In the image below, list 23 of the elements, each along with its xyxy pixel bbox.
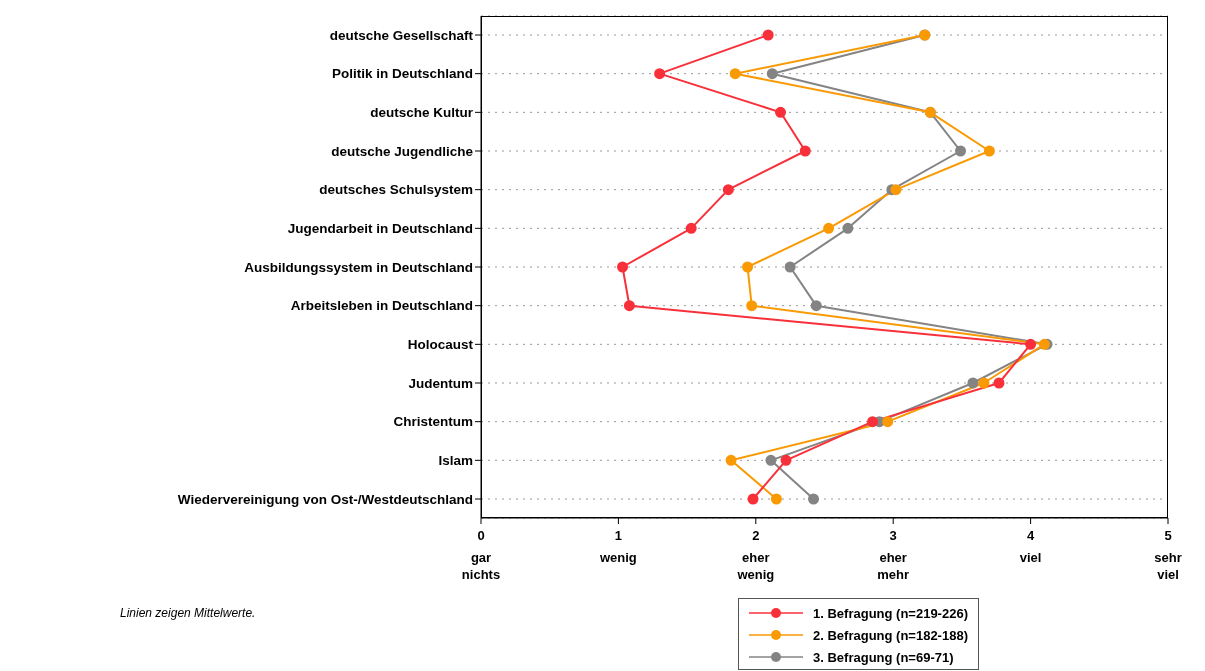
legend-label: 2. Befragung (n=182-188) bbox=[813, 627, 968, 643]
y-tick-label: Judentum bbox=[408, 375, 473, 391]
legend-label: 1. Befragung (n=219-226) bbox=[813, 605, 968, 621]
x-tick-label: 2 eher wenig bbox=[736, 528, 775, 582]
y-tick-label: deutsche Gesellschaft bbox=[329, 27, 474, 43]
x-tick-label: 1 wenig bbox=[598, 528, 637, 565]
y-tick-label: Holocaust bbox=[407, 337, 474, 353]
y-tick-label: Ausbildungssystem in Deutschland bbox=[244, 259, 473, 275]
y-tick-label: Politik in Deutschland bbox=[331, 66, 473, 82]
x-tick-label: 4 viel bbox=[1019, 528, 1042, 565]
text: Linien zeigen Mittelwerte. bbox=[120, 606, 256, 620]
y-tick-label: Christentum bbox=[393, 414, 473, 430]
x-tick-label: 3 eher mehr bbox=[877, 528, 910, 582]
y-tick-label: Wiedervereinigung von Ost-/Westdeutschland bbox=[177, 491, 473, 507]
x-tick-label: 5 sehr viel bbox=[1154, 528, 1182, 582]
y-tick-label: deutsches Schulsystem bbox=[319, 182, 473, 198]
y-tick-label: Arbeitsleben in Deutschland bbox=[290, 298, 473, 314]
y-tick-label: deutsche Kultur bbox=[370, 105, 474, 121]
y-tick-label: Jugendarbeit in Deutschland bbox=[287, 221, 473, 237]
x-tick-label: 0 gar nichts bbox=[461, 528, 501, 582]
y-tick-label: Islam bbox=[438, 453, 473, 469]
legend-label: 3. Befragung (n=69-71) bbox=[813, 649, 954, 665]
y-tick-label: deutsche Jugendliche bbox=[331, 143, 474, 159]
